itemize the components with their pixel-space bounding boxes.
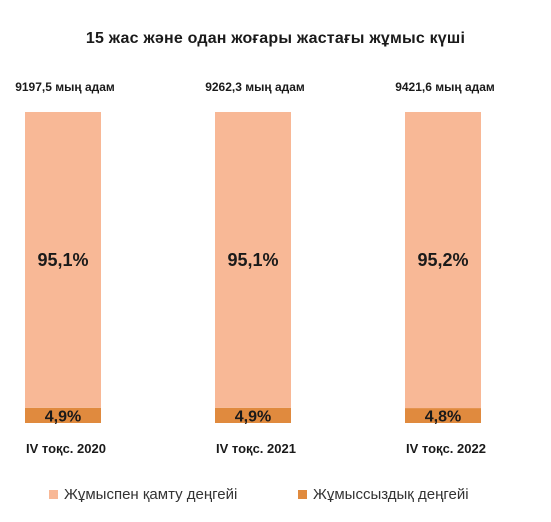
data-label-unemployment-3: 4,8% — [425, 409, 461, 426]
bar-unemployment-1 — [25, 407, 101, 423]
bar-employment-1 — [25, 112, 101, 408]
data-label-employment-2: 95,1% — [227, 250, 278, 270]
legend-item-unemployment: Жұмыссыздық деңгейі — [298, 486, 469, 503]
legend-item-employment: Жұмыспен қамту деңгейі — [49, 486, 237, 503]
category-label-3: IV тоқс. 2022 — [406, 441, 486, 456]
legend-swatch-unemployment — [298, 490, 307, 499]
legend-swatch-employment — [49, 490, 58, 499]
category-label-1: IV тоқс. 2020 — [26, 441, 106, 456]
chart-title: 15 жас және одан жоғары жастағы жұмыс кү… — [85, 30, 466, 47]
category-label-2: IV тоқс. 2021 — [216, 441, 296, 456]
legend-label-employment: Жұмыспен қамту деңгейі — [64, 486, 238, 503]
bar-unemployment-3 — [405, 408, 481, 423]
legend-label-unemployment: Жұмыссыздық деңгейі — [313, 486, 469, 503]
data-label-unemployment-2: 4,9% — [235, 408, 271, 425]
bar-employment-2 — [215, 112, 291, 408]
bar-unemployment-2 — [215, 407, 291, 423]
data-label-employment-1: 95,1% — [37, 250, 88, 270]
total-label-3: 9421,6 мың адам — [395, 80, 495, 94]
data-label-unemployment-1: 4,9% — [45, 408, 81, 425]
chart-legend: Жұмыспен қамту деңгейі Жұмыссыздық деңге… — [0, 486, 551, 510]
data-label-employment-3: 95,2% — [417, 250, 468, 270]
total-label-2: 9262,3 мың адам — [205, 80, 305, 94]
total-label-1: 9197,5 мың адам — [15, 80, 115, 94]
bar-employment-3 — [405, 112, 481, 409]
